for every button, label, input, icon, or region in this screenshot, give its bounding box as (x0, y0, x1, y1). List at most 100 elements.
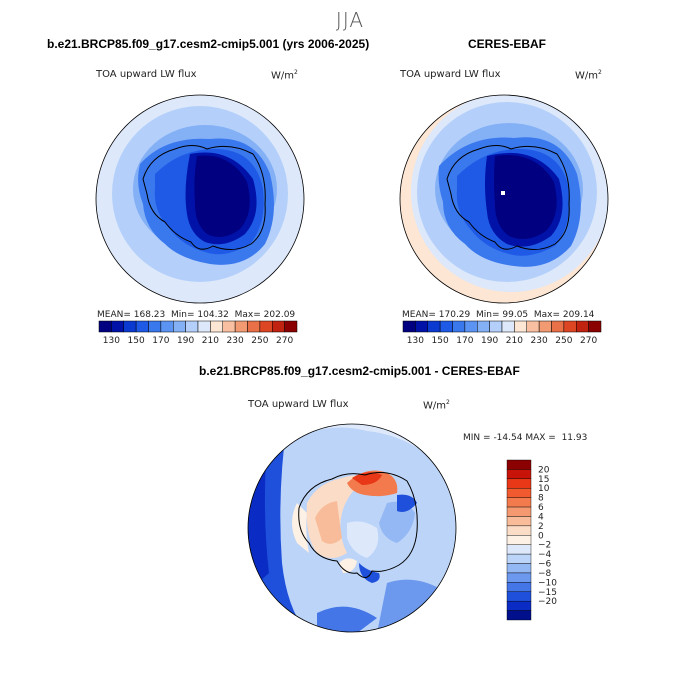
colorbar-2-swatch (588, 320, 602, 333)
colorbar-2-swatch (415, 320, 428, 333)
panel-2-title: CERES-EBAF (468, 37, 547, 51)
colorbar-1-tick-label: 150 (128, 336, 145, 346)
colorbar-1-swatch (284, 320, 298, 333)
colorbar-3-swatch (506, 610, 532, 621)
colorbar-1-swatch (210, 320, 223, 333)
colorbar-3-tick-label: 4 (538, 512, 544, 522)
colorbar-3-swatch (506, 497, 532, 508)
season-title: JJA (335, 8, 365, 32)
colorbar-2-swatch (563, 320, 577, 333)
colorbar-3-swatch (506, 506, 532, 517)
panel-1-map (95, 94, 305, 304)
colorbar-3-tick-label: 0 (538, 531, 544, 541)
colorbar-3-swatch (506, 459, 532, 470)
colorbar-2-swatch (439, 320, 453, 333)
colorbar-3-tick-label: 10 (538, 484, 550, 494)
panel-1-units: W/m2 (271, 69, 298, 82)
panel-1-colorbar (98, 320, 298, 333)
colorbar-1-tick-label: 130 (103, 336, 120, 346)
colorbar-1-tick-label: 270 (276, 336, 293, 346)
colorbar-3-swatch (506, 591, 532, 602)
colorbar-3-tick-label: −15 (538, 588, 557, 598)
colorbar-1-swatch (173, 320, 186, 333)
panel-3-stats: MIN = -14.54 MAX = 11.93 (463, 433, 588, 443)
colorbar-2-swatch (501, 320, 515, 333)
colorbar-3-tick-label: 8 (538, 494, 544, 504)
colorbar-1-swatch (185, 320, 199, 333)
colorbar-3-tick-label: −20 (538, 597, 557, 607)
colorbar-1-tick-label: 250 (251, 336, 268, 346)
colorbar-1-tick-label: 210 (202, 336, 219, 346)
colorbar-1-tick-label: 170 (152, 336, 169, 346)
colorbar-2-swatch (427, 320, 441, 333)
panel-1-title: b.e21.BRCP85.f09_g17.cesm2-cmip5.001 (yr… (47, 37, 370, 51)
colorbar-3-tick-label: 2 (538, 522, 544, 532)
colorbar-2-swatch (514, 320, 527, 333)
colorbar-1-swatch (148, 320, 162, 333)
panel-2-colorbar-ticks: 130 150 170 190 210 230 250 270 (407, 336, 598, 346)
colorbar-3-tick-label: −2 (538, 541, 551, 551)
colorbar-1-swatch (160, 320, 174, 333)
panel-3-units: W/m2 (423, 399, 450, 412)
colorbar-3-swatch (506, 600, 532, 611)
panel-3-variable: TOA upward LW flux (248, 399, 349, 410)
colorbar-1-swatch (222, 320, 236, 333)
colorbar-2-swatch (464, 320, 478, 333)
colorbar-2-tick-label: 170 (456, 336, 473, 346)
colorbar-1-swatch (197, 320, 211, 333)
panel-2-map (399, 94, 609, 304)
colorbar-2-tick-label: 130 (407, 336, 424, 346)
colorbar-2-swatch (551, 320, 565, 333)
colorbar-2-swatch (576, 320, 589, 333)
panel-1-stats: MEAN= 168.23 Min= 104.32 Max= 202.09 (97, 310, 296, 320)
colorbar-1-swatch (259, 320, 273, 333)
colorbar-3-swatch (506, 535, 532, 545)
colorbar-3-swatch (506, 563, 532, 574)
colorbar-2-tick-label: 150 (432, 336, 449, 346)
panel-1-colorbar-ticks: 130 150 170 190 210 230 250 270 (103, 336, 294, 346)
colorbar-1-swatch (98, 320, 112, 333)
colorbar-1-swatch (123, 320, 137, 333)
colorbar-2-swatch (538, 320, 552, 333)
colorbar-3-tick-label: −4 (538, 550, 552, 560)
panel-2-colorbar (402, 320, 602, 333)
panel-3-colorbar (506, 459, 532, 621)
colorbar-3-swatch (506, 525, 532, 536)
colorbar-2-swatch (452, 320, 466, 333)
colorbar-1-swatch (247, 320, 261, 333)
colorbar-1-swatch (111, 320, 124, 333)
colorbar-2-tick-label: 250 (555, 336, 572, 346)
colorbar-1-swatch (272, 320, 285, 333)
colorbar-3-tick-label: −8 (538, 569, 552, 579)
colorbar-2-swatch (402, 320, 416, 333)
panel-2-units: W/m2 (575, 69, 602, 82)
panel-2-stats: MEAN= 170.29 Min= 99.05 Max= 209.14 (402, 310, 595, 320)
colorbar-3-swatch (506, 469, 532, 480)
colorbar-1-tick-label: 230 (227, 336, 244, 346)
colorbar-2-tick-label: 270 (580, 336, 597, 346)
colorbar-2-tick-label: 230 (531, 336, 548, 346)
colorbar-2-tick-label: 210 (506, 336, 523, 346)
panel-2-variable: TOA upward LW flux (400, 69, 501, 80)
colorbar-2-swatch (489, 320, 503, 333)
colorbar-3-tick-label: 20 (538, 465, 550, 475)
colorbar-2-swatch (526, 320, 540, 333)
colorbar-2-tick-label: 190 (481, 336, 498, 346)
panel-1-variable: TOA upward LW flux (96, 69, 197, 80)
colorbar-3-swatch (506, 488, 532, 498)
colorbar-3-tick-label: 6 (538, 503, 544, 513)
colorbar-3-tick-label: −6 (538, 560, 552, 570)
colorbar-3-swatch (506, 516, 532, 527)
panel-3-map (247, 423, 457, 633)
colorbar-3-swatch (506, 544, 532, 555)
colorbar-2-swatch (477, 320, 490, 333)
colorbar-1-swatch (135, 320, 149, 333)
colorbar-1-swatch (234, 320, 248, 333)
colorbar-3-tick-label: −10 (538, 578, 557, 588)
panel-3-title: b.e21.BRCP85.f09_g17.cesm2-cmip5.001 - C… (199, 364, 520, 378)
colorbar-3-tick-label: 15 (538, 475, 549, 485)
colorbar-3-swatch (506, 478, 532, 489)
colorbar-1-tick-label: 190 (177, 336, 194, 346)
colorbar-3-swatch (506, 572, 532, 583)
